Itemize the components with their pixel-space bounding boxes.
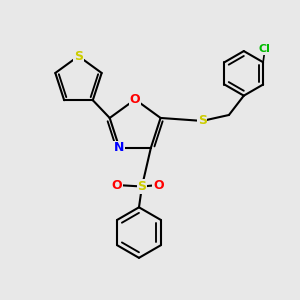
Text: S: S bbox=[74, 50, 83, 63]
Text: N: N bbox=[114, 141, 124, 154]
Text: O: O bbox=[130, 93, 140, 106]
Text: Cl: Cl bbox=[259, 44, 271, 54]
Text: S: S bbox=[198, 114, 207, 128]
Text: O: O bbox=[153, 178, 164, 191]
Text: O: O bbox=[111, 178, 122, 191]
Text: S: S bbox=[137, 180, 146, 193]
